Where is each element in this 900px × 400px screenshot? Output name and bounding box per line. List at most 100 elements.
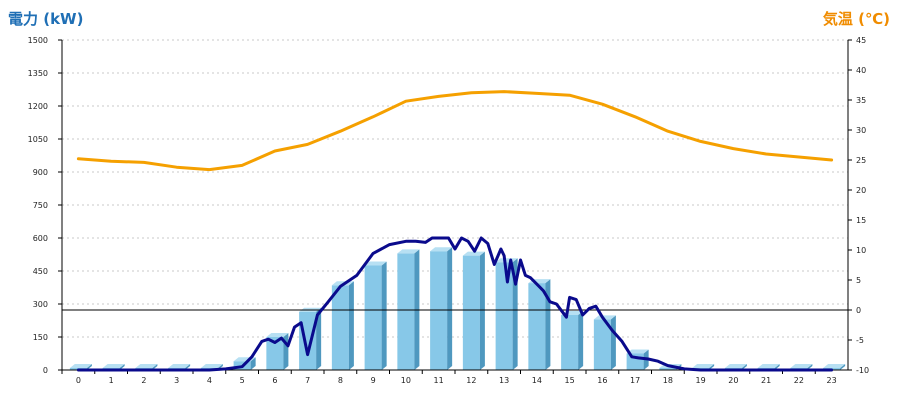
bar-side-5 (250, 357, 256, 370)
bar-14 (528, 279, 551, 370)
bar-top-1 (102, 364, 125, 368)
bar-top-19 (692, 364, 715, 368)
right-tick-label-20: 20 (856, 186, 866, 195)
bar-front-15 (561, 315, 579, 370)
x-tick-label-23: 23 (827, 376, 837, 385)
left-tick-label-900: 900 (33, 168, 48, 177)
x-tick-label-10: 10 (401, 376, 411, 385)
x-tick-label-19: 19 (696, 376, 706, 385)
bar-side-12 (479, 251, 485, 370)
bar-top-4 (200, 364, 223, 368)
bar-front-11 (430, 251, 448, 370)
bar-top-11 (430, 247, 453, 252)
bar-top-21 (757, 364, 780, 368)
x-tick-label-22: 22 (794, 376, 804, 385)
x-tick-label-11: 11 (434, 376, 444, 385)
x-tick-label-4: 4 (207, 376, 212, 385)
right-tick-label-35: 35 (856, 96, 866, 105)
x-tick-label-8: 8 (338, 376, 343, 385)
series-lines (76, 90, 834, 372)
x-tick-label-0: 0 (76, 376, 81, 385)
bar-side-7 (316, 307, 322, 370)
bar-front-12 (462, 255, 480, 370)
x-tick-label-20: 20 (728, 376, 738, 385)
right-tick-label-10: 10 (856, 246, 866, 255)
left-tick-label-300: 300 (33, 300, 48, 309)
left-tick-label-1350: 1350 (28, 69, 48, 78)
left-tick-label-1050: 1050 (28, 135, 48, 144)
power-bars (69, 247, 846, 370)
bar-6 (266, 333, 289, 370)
right-tick-label-45: 45 (856, 36, 866, 45)
bar-top-12 (462, 251, 485, 256)
bar-side-13 (512, 258, 518, 370)
left-tick-label-750: 750 (33, 201, 48, 210)
bar-side-11 (447, 247, 453, 370)
bar-front-18 (659, 368, 677, 370)
x-tick-label-3: 3 (174, 376, 179, 385)
x-tick-label-1: 1 (109, 376, 114, 385)
bar-side-6 (283, 333, 289, 370)
left-tick-label-1500: 1500 (28, 36, 48, 45)
x-tick-label-6: 6 (272, 376, 277, 385)
bar-15 (561, 311, 584, 370)
bar-top-20 (724, 364, 747, 368)
right-tick-label-5: 5 (856, 276, 861, 285)
bar-top-0 (69, 364, 92, 368)
bar-11 (430, 247, 453, 370)
bar-12 (462, 251, 485, 370)
x-tick-label-17: 17 (630, 376, 640, 385)
right-tick-label--10: -10 (856, 366, 869, 375)
axes (58, 39, 852, 374)
bar-top-16 (593, 315, 616, 320)
x-tick-label-7: 7 (305, 376, 310, 385)
bar-side-8 (348, 281, 354, 370)
bar-13 (495, 258, 518, 370)
left-tick-label-450: 450 (33, 267, 48, 276)
bar-top-2 (135, 364, 158, 368)
bar-front-8 (331, 285, 349, 370)
right-tick-label--5: -5 (856, 336, 864, 345)
x-tick-label-21: 21 (761, 376, 771, 385)
temperature-line (76, 90, 834, 172)
bar-side-16 (610, 315, 616, 370)
bar-front-13 (495, 262, 513, 370)
x-tick-label-5: 5 (240, 376, 245, 385)
bar-front-14 (528, 283, 546, 370)
x-tick-label-14: 14 (532, 376, 542, 385)
left-axis-title: 電力 (kW) (8, 10, 83, 28)
x-tick-label-15: 15 (565, 376, 575, 385)
bar-top-6 (266, 333, 289, 337)
bar-side-9 (381, 261, 387, 370)
bar-top-17 (626, 349, 649, 354)
bar-front-9 (364, 265, 382, 370)
x-tick-label-2: 2 (141, 376, 146, 385)
left-tick-label-1200: 1200 (28, 102, 48, 111)
bar-front-10 (397, 253, 415, 370)
right-axis-title: 気温 (℃) (823, 10, 890, 28)
x-tick-label-18: 18 (663, 376, 673, 385)
bar-top-23 (823, 364, 846, 368)
grid-lines (62, 39, 848, 338)
right-tick-label-30: 30 (856, 126, 866, 135)
bar-front-16 (593, 319, 611, 370)
bar-top-22 (790, 364, 813, 368)
bar-top-10 (397, 249, 420, 254)
bar-front-7 (299, 311, 317, 370)
bar-top-9 (364, 261, 387, 266)
right-tick-label-40: 40 (856, 66, 866, 75)
bar-7 (299, 307, 322, 370)
bar-16 (593, 315, 616, 370)
x-tick-label-13: 13 (499, 376, 509, 385)
x-tick-label-12: 12 (466, 376, 476, 385)
left-tick-label-600: 600 (33, 234, 48, 243)
bar-front-6 (266, 337, 284, 370)
x-tick-label-9: 9 (371, 376, 376, 385)
left-tick-label-150: 150 (33, 333, 48, 342)
left-tick-label-0: 0 (43, 366, 48, 375)
bar-side-15 (578, 311, 584, 370)
tick-labels: 01503004506007509001050120013501500-10-5… (28, 36, 869, 385)
x-tick-label-16: 16 (597, 376, 607, 385)
right-tick-label-15: 15 (856, 216, 866, 225)
